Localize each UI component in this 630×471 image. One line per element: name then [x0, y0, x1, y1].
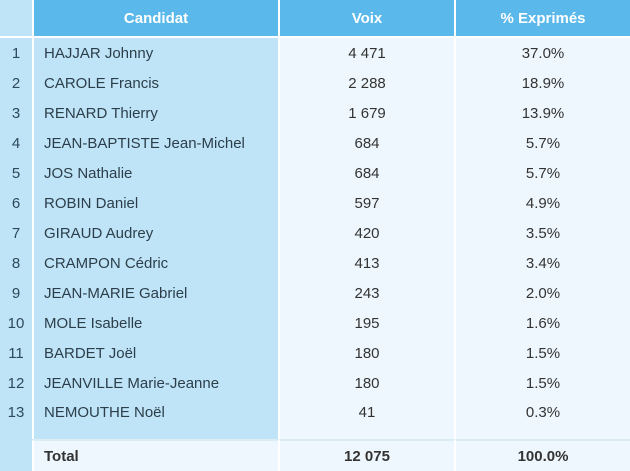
- candidate-name: JEANVILLE Marie-Jeanne: [34, 368, 280, 398]
- table-row: 1 HAJJAR Johnny 4 471 37.0%: [0, 38, 630, 68]
- candidate-name: JEAN-BAPTISTE Jean-Michel: [34, 128, 280, 158]
- table-row: 12 JEANVILLE Marie-Jeanne 180 1.5%: [0, 368, 630, 398]
- vote-percent: 13.9%: [456, 98, 630, 128]
- vote-count: 597: [280, 188, 456, 218]
- table-row: 13 NEMOUTHE Noël 41 0.3%: [0, 398, 630, 427]
- row-rank: 12: [0, 368, 34, 398]
- candidate-name: BARDET Joël: [34, 338, 280, 368]
- row-rank: 3: [0, 98, 34, 128]
- vote-percent: 5.7%: [456, 158, 630, 188]
- vote-count: 243: [280, 278, 456, 308]
- vote-percent: 4.9%: [456, 188, 630, 218]
- table-header-row: Candidat Voix % Exprimés: [0, 0, 630, 38]
- vote-count: 420: [280, 218, 456, 248]
- row-rank: 2: [0, 68, 34, 98]
- table-row: 7 GIRAUD Audrey 420 3.5%: [0, 218, 630, 248]
- vote-percent: 1.5%: [456, 338, 630, 368]
- row-rank: 11: [0, 338, 34, 368]
- vote-percent: 2.0%: [456, 278, 630, 308]
- table-row: 3 RENARD Thierry 1 679 13.9%: [0, 98, 630, 128]
- vote-count: 1 679: [280, 98, 456, 128]
- vote-percent: 3.5%: [456, 218, 630, 248]
- vote-count: 195: [280, 308, 456, 338]
- total-rank-cell: [0, 439, 34, 471]
- vote-percent: 1.6%: [456, 308, 630, 338]
- header-percent[interactable]: % Exprimés: [456, 0, 630, 38]
- vote-count: 684: [280, 158, 456, 188]
- row-rank: 5: [0, 158, 34, 188]
- vote-count: 684: [280, 128, 456, 158]
- vote-percent: 37.0%: [456, 38, 630, 68]
- candidate-name: JEAN-MARIE Gabriel: [34, 278, 280, 308]
- candidate-name: CRAMPON Cédric: [34, 248, 280, 278]
- vote-count: 41: [280, 398, 456, 427]
- spacer-cell: [456, 427, 630, 439]
- vote-count: 413: [280, 248, 456, 278]
- row-rank: 6: [0, 188, 34, 218]
- spacer-row: [0, 427, 630, 439]
- candidate-name: MOLE Isabelle: [34, 308, 280, 338]
- spacer-cell: [34, 427, 280, 439]
- table-row: 5 JOS Nathalie 684 5.7%: [0, 158, 630, 188]
- candidate-name: JOS Nathalie: [34, 158, 280, 188]
- table-row: 10 MOLE Isabelle 195 1.6%: [0, 308, 630, 338]
- header-rank: [0, 0, 34, 38]
- row-rank: 9: [0, 278, 34, 308]
- header-votes[interactable]: Voix: [280, 0, 456, 38]
- total-row: Total 12 075 100.0%: [0, 439, 630, 471]
- vote-percent: 5.7%: [456, 128, 630, 158]
- total-votes: 12 075: [280, 439, 456, 471]
- table-row: 2 CAROLE Francis 2 288 18.9%: [0, 68, 630, 98]
- table-row: 4 JEAN-BAPTISTE Jean-Michel 684 5.7%: [0, 128, 630, 158]
- table-row: 6 ROBIN Daniel 597 4.9%: [0, 188, 630, 218]
- header-candidate[interactable]: Candidat: [34, 0, 280, 38]
- total-percent: 100.0%: [456, 439, 630, 471]
- vote-count: 180: [280, 368, 456, 398]
- table-row: 8 CRAMPON Cédric 413 3.4%: [0, 248, 630, 278]
- total-label: Total: [34, 439, 280, 471]
- candidate-name: HAJJAR Johnny: [34, 38, 280, 68]
- table-row: 9 JEAN-MARIE Gabriel 243 2.0%: [0, 278, 630, 308]
- candidate-name: RENARD Thierry: [34, 98, 280, 128]
- vote-percent: 3.4%: [456, 248, 630, 278]
- candidate-name: CAROLE Francis: [34, 68, 280, 98]
- spacer-cell: [280, 427, 456, 439]
- row-rank: 10: [0, 308, 34, 338]
- vote-count: 2 288: [280, 68, 456, 98]
- candidate-name: ROBIN Daniel: [34, 188, 280, 218]
- table-row: 11 BARDET Joël 180 1.5%: [0, 338, 630, 368]
- row-rank: 7: [0, 218, 34, 248]
- vote-count: 4 471: [280, 38, 456, 68]
- row-rank: 1: [0, 38, 34, 68]
- candidate-name: NEMOUTHE Noël: [34, 398, 280, 427]
- vote-count: 180: [280, 338, 456, 368]
- candidate-name: GIRAUD Audrey: [34, 218, 280, 248]
- vote-percent: 0.3%: [456, 398, 630, 427]
- table-body: 1 HAJJAR Johnny 4 471 37.0% 2 CAROLE Francis 2…: [0, 38, 630, 439]
- vote-percent: 18.9%: [456, 68, 630, 98]
- row-rank: 8: [0, 248, 34, 278]
- vote-percent: 1.5%: [456, 368, 630, 398]
- row-rank: 4: [0, 128, 34, 158]
- spacer-cell: [0, 427, 34, 439]
- row-rank: 13: [0, 398, 34, 427]
